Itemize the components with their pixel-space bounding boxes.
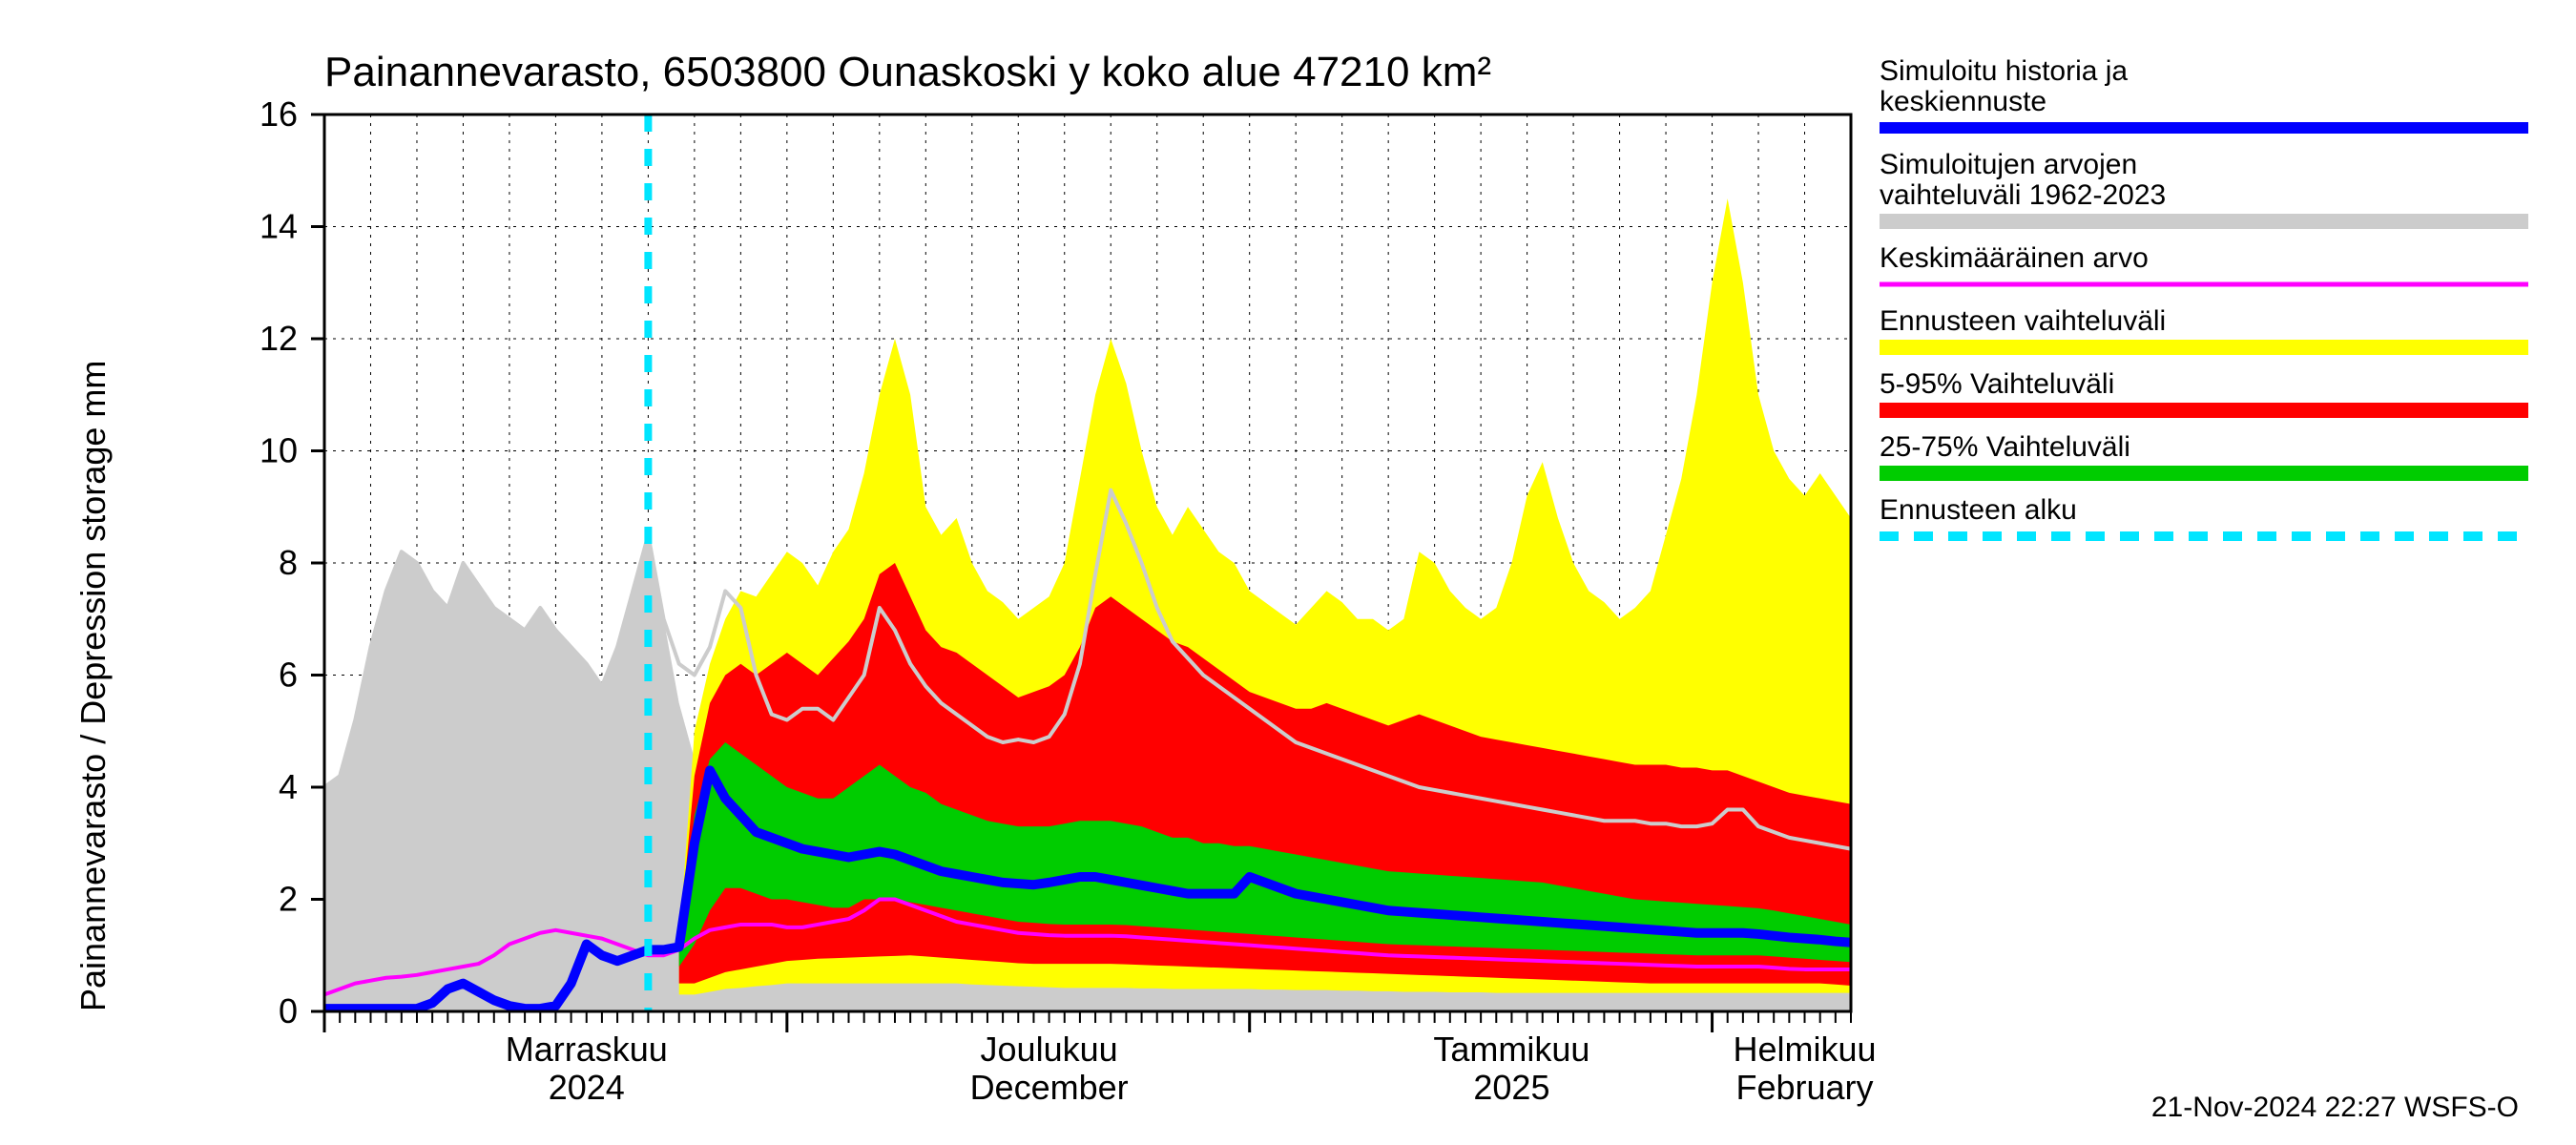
x-month-sublabel: 2025 (1473, 1068, 1549, 1107)
y-tick-label: 2 (279, 880, 298, 919)
legend-label: Simuloitu historia ja (1880, 55, 2128, 87)
y-tick-label: 6 (279, 656, 298, 695)
legend-label: Ennusteen vaihteluväli (1880, 305, 2166, 337)
y-tick-label: 14 (260, 207, 298, 246)
y-tick-label: 4 (279, 767, 298, 806)
y-tick-label: 12 (260, 319, 298, 358)
chart-svg: 0 2 4 6 8 10 12 14 16 Marraskuu2024 JoulukuuDecemb… (0, 0, 2576, 1145)
y-tick-label: 16 (260, 94, 298, 134)
y-tick-label: 8 (279, 543, 298, 582)
x-month-sublabel: December (970, 1068, 1129, 1107)
legend-label: 25-75% Vaihteluväli (1880, 431, 2130, 463)
legend-label: Ennusteen alku (1880, 494, 2077, 526)
x-month-label: Marraskuu (506, 1030, 668, 1069)
x-month-sublabel: 2024 (549, 1068, 625, 1107)
x-month-label: Joulukuu (981, 1030, 1118, 1069)
chart-title: Painannevarasto, 6503800 Ounaskoski y ko… (324, 49, 1491, 95)
x-month-sublabel: February (1735, 1068, 1873, 1107)
y-axis-label: Painannevarasto / Depression storage mm (73, 361, 113, 1011)
legend-label: keskiennuste (1880, 86, 2046, 117)
y-tick-label: 10 (260, 431, 298, 470)
x-month-label: Tammikuu (1433, 1030, 1589, 1069)
x-month-label: Helmikuu (1733, 1030, 1876, 1069)
legend-label: vaihteluväli 1962-2023 (1880, 179, 2166, 211)
legend-label: Simuloitujen arvojen (1880, 149, 2137, 180)
chart-container: 0 2 4 6 8 10 12 14 16 Marraskuu2024 JoulukuuDecemb… (0, 0, 2576, 1145)
y-tick-label: 0 (279, 991, 298, 1030)
timestamp: 21-Nov-2024 22:27 WSFS-O (2151, 1092, 2519, 1123)
legend-label: Keskimääräinen arvo (1880, 242, 2149, 274)
legend-label: 5-95% Vaihteluväli (1880, 368, 2114, 400)
